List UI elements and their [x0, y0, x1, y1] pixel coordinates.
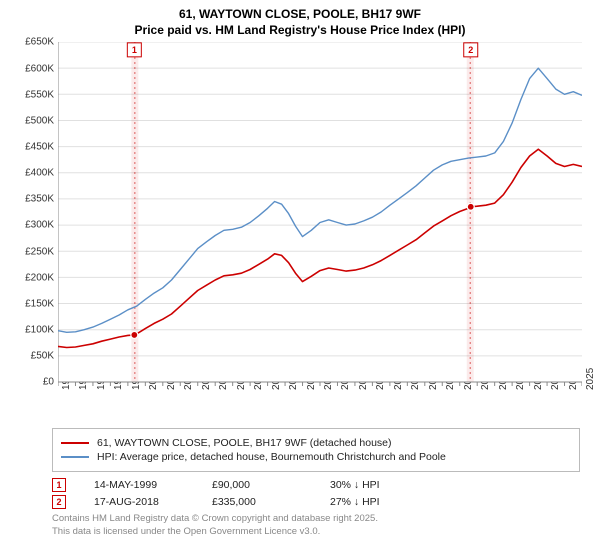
marker-row: 1 14-MAY-1999 £90,000 30% ↓ HPI: [52, 478, 580, 492]
marker-box: 1: [52, 478, 66, 492]
y-tick-label: £150K: [25, 298, 54, 309]
y-tick-label: £600K: [25, 63, 54, 74]
x-tick-label: 2025: [585, 368, 596, 390]
marker-delta: 30% ↓ HPI: [330, 479, 420, 491]
legend-row-subject: 61, WAYTOWN CLOSE, POOLE, BH17 9WF (deta…: [61, 437, 571, 449]
footer-line-2: This data is licensed under the Open Gov…: [52, 526, 580, 538]
title-line-2: Price paid vs. HM Land Registry's House …: [10, 22, 590, 38]
footer-line-1: Contains HM Land Registry data © Crown c…: [52, 513, 580, 525]
y-tick-label: £200K: [25, 272, 54, 283]
y-tick-label: £400K: [25, 168, 54, 179]
chart-title-block: 61, WAYTOWN CLOSE, POOLE, BH17 9WF Price…: [10, 6, 590, 38]
marker-box: 2: [52, 495, 66, 509]
chart-area: £0 £50K £100K £150K £200K £250K £300K £350K £400…: [10, 42, 590, 422]
markers-table: 1 14-MAY-1999 £90,000 30% ↓ HPI 2 17-AUG-2018…: [52, 478, 580, 509]
y-tick-label: £250K: [25, 246, 54, 257]
plot-svg: 12: [58, 42, 582, 386]
marker-row: 2 17-AUG-2018 £335,000 27% ↓ HPI: [52, 495, 580, 509]
y-tick-label: £650K: [25, 37, 54, 48]
y-tick-label: £350K: [25, 194, 54, 205]
legend-row-hpi: HPI: Average price, detached house, Bour…: [61, 451, 571, 463]
y-tick-label: £550K: [25, 89, 54, 100]
marker-delta: 27% ↓ HPI: [330, 496, 420, 508]
marker-date: 14-MAY-1999: [94, 479, 184, 491]
y-tick-label: £450K: [25, 141, 54, 152]
marker-date: 17-AUG-2018: [94, 496, 184, 508]
footer: Contains HM Land Registry data © Crown c…: [52, 513, 580, 538]
title-line-1: 61, WAYTOWN CLOSE, POOLE, BH17 9WF: [10, 6, 590, 22]
legend-label-subject: 61, WAYTOWN CLOSE, POOLE, BH17 9WF (deta…: [97, 437, 392, 449]
marker-price: £90,000: [212, 479, 302, 491]
svg-text:2: 2: [468, 45, 473, 55]
y-tick-label: £500K: [25, 115, 54, 126]
legend-swatch-hpi: [61, 456, 89, 458]
y-tick-label: £50K: [31, 351, 54, 362]
marker-price: £335,000: [212, 496, 302, 508]
y-tick-label: £300K: [25, 220, 54, 231]
legend-label-hpi: HPI: Average price, detached house, Bour…: [97, 451, 446, 463]
svg-text:1: 1: [132, 45, 137, 55]
legend-swatch-subject: [61, 442, 89, 444]
legend: 61, WAYTOWN CLOSE, POOLE, BH17 9WF (deta…: [52, 428, 580, 472]
y-tick-label: £0: [43, 377, 54, 388]
y-tick-label: £100K: [25, 325, 54, 336]
